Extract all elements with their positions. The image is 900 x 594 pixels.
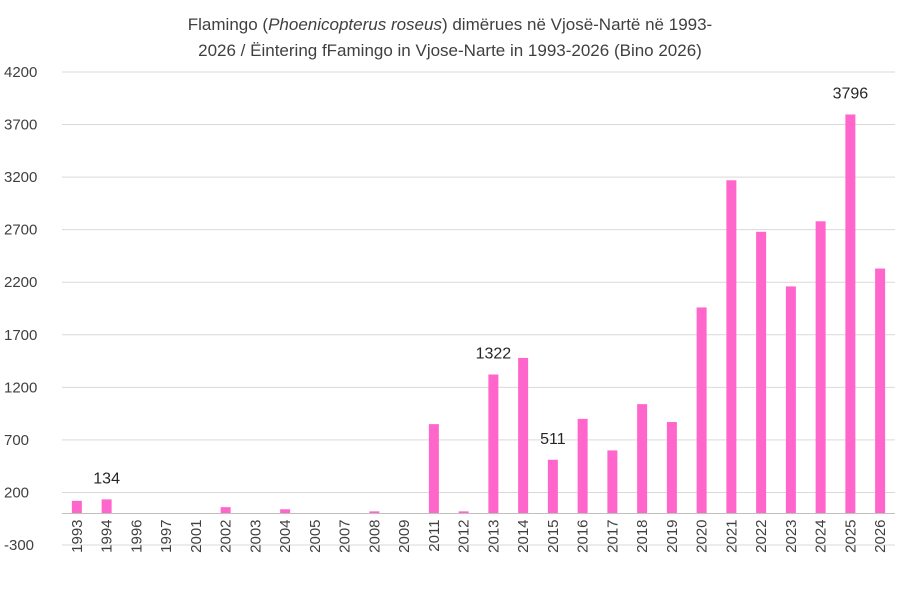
y-tick-label: 1700 xyxy=(4,327,37,344)
y-tick-label: -300 xyxy=(4,537,34,554)
y-tick-label: 3700 xyxy=(4,117,37,134)
y-tick-label: 200 xyxy=(4,484,29,501)
title-scientific-name: Phoenicopterus roseus xyxy=(268,15,442,34)
x-tick-label: 2013 xyxy=(485,519,502,552)
x-tick-label: 2022 xyxy=(753,519,770,552)
bar xyxy=(101,499,112,514)
x-tick-label: 2001 xyxy=(188,519,205,552)
x-tick-label: 1996 xyxy=(128,519,145,552)
bar xyxy=(518,357,529,514)
x-tick-label: 2007 xyxy=(337,519,354,552)
x-tick-label: 2023 xyxy=(783,519,800,552)
bar xyxy=(696,307,707,514)
x-tick-label: 2009 xyxy=(396,519,413,552)
y-tick-label: 2200 xyxy=(4,274,37,291)
chart-title-line2: 2026 / Ëintering fFamingo in Vjose-Narte… xyxy=(198,41,702,60)
bar xyxy=(666,422,677,514)
x-tick-label: 1994 xyxy=(99,519,116,552)
bar xyxy=(458,511,469,514)
bar xyxy=(280,509,291,514)
bar xyxy=(547,459,558,514)
x-tick-label: 1997 xyxy=(158,519,175,552)
x-tick-label: 1993 xyxy=(69,519,86,552)
x-tick-label: 2002 xyxy=(218,519,235,552)
data-label: 1322 xyxy=(476,346,512,363)
bar xyxy=(875,268,886,514)
x-tick-label: 2024 xyxy=(813,519,830,552)
bar xyxy=(71,500,82,514)
bar xyxy=(488,374,499,514)
bar xyxy=(607,450,618,514)
y-tick-label: 2700 xyxy=(4,222,37,239)
x-tick-label: 2008 xyxy=(366,519,383,552)
x-tick-label: 2004 xyxy=(277,519,294,552)
bar xyxy=(785,286,796,514)
x-tick-label: 2026 xyxy=(872,519,889,552)
bar xyxy=(637,404,648,514)
bar xyxy=(726,180,737,514)
x-tick-label: 2020 xyxy=(694,519,711,552)
y-tick-label: 1200 xyxy=(4,379,37,396)
x-tick-label: 2016 xyxy=(575,519,592,552)
x-tick-label: 2015 xyxy=(545,519,562,552)
bar xyxy=(577,418,588,514)
x-tick-label: 2018 xyxy=(634,519,651,552)
data-label: 3796 xyxy=(833,85,869,102)
x-tick-label: 2003 xyxy=(247,519,264,552)
x-tick-label: 2011 xyxy=(426,519,443,551)
y-tick-label: 3200 xyxy=(4,169,37,186)
title-part-b: ) dimërues në Vjosë-Nartë në 1993- xyxy=(441,15,713,34)
data-label: 511 xyxy=(540,431,566,448)
y-tick-label: 4200 xyxy=(4,64,37,81)
x-tick-label: 2025 xyxy=(842,519,859,552)
x-tick-label: 2021 xyxy=(723,519,740,552)
x-tick-label: 2012 xyxy=(456,519,473,552)
bar xyxy=(845,114,856,514)
title-part-a: Flamingo ( xyxy=(187,15,269,34)
x-tick-label: 2014 xyxy=(515,519,532,552)
chart-title-line1: Flamingo (Phoenicopterus roseus) dimërue… xyxy=(60,12,840,38)
x-tick-label: 2017 xyxy=(604,519,621,552)
x-tick-label: 2019 xyxy=(664,519,681,552)
x-axis-ticks: 1993 1994 1996 1997 2001 2002 2003 2004 2005 2007… xyxy=(69,519,889,552)
data-label: 134 xyxy=(93,470,120,487)
gridlines xyxy=(62,71,895,546)
data-labels: 134 1322 511 3796 xyxy=(93,85,868,487)
x-tick-label: 2005 xyxy=(307,519,324,552)
bar xyxy=(756,231,767,514)
bars xyxy=(71,114,886,514)
chart-title: Flamingo (Phoenicopterus roseus) dimërue… xyxy=(60,12,840,64)
bar xyxy=(815,221,826,514)
y-axis-ticks: -300 200 700 1200 1700 2200 2700 3200 3700 4200 xyxy=(4,64,37,554)
bar xyxy=(220,507,231,514)
y-tick-label: 700 xyxy=(4,432,29,449)
bar xyxy=(428,424,439,514)
bar xyxy=(369,511,380,514)
